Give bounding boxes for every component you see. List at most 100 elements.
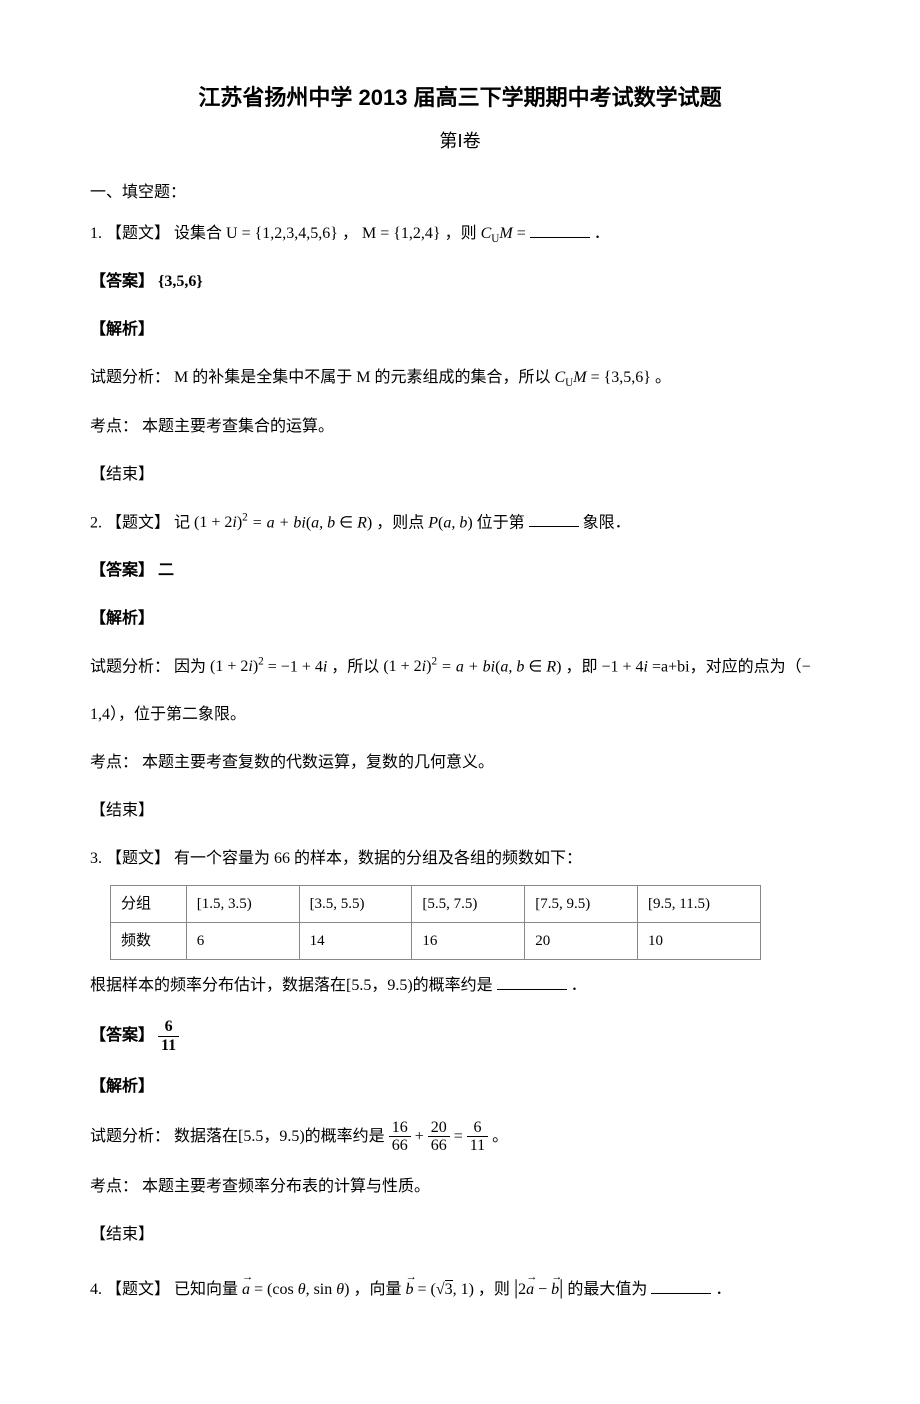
sub-period: 。 <box>655 369 671 386</box>
q1-eq: = <box>517 225 530 242</box>
q2-a4: =a+bi，对应的点为（− <box>652 658 811 675</box>
table-cell: [7.5, 9.5) <box>525 886 638 923</box>
analysis-label: 【解析】 <box>90 610 154 627</box>
q4-blank <box>651 1278 711 1294</box>
q4-text-mid: ，则 <box>478 1281 514 1298</box>
table-header-row: 分组 [1.5, 3.5) [3.5, 5.5) [5.5, 7.5) [7.5… <box>111 886 761 923</box>
q3-num: 3. <box>90 850 102 867</box>
q3-frac3: 6 11 <box>467 1119 488 1155</box>
q1-text: 设集合 <box>174 225 226 242</box>
q4-b-open: = ( <box>417 1281 435 1298</box>
q1-end: 【结束】 <box>90 459 830 491</box>
analysis-label: 【解析】 <box>90 321 154 338</box>
q4-question: 4. 【题文】 已知向量 a = (cos θ, sin θ) ，向量 b = … <box>90 1267 830 1309</box>
q4-two: 2 <box>518 1281 526 1298</box>
q2-a2: ，所以 <box>331 658 379 675</box>
section-heading: 一、填空题： <box>90 180 830 206</box>
q1-question: 1. 【题文】 设集合 U = {1,2,3,4,5,6} ， M = {1,2… <box>90 218 830 251</box>
q3-end: 【结束】 <box>90 1219 830 1251</box>
kaodian-label: 考点： <box>90 754 138 771</box>
shiti-label: 试题分析： <box>90 658 170 675</box>
q1-after: ，则 <box>445 225 481 242</box>
kaodian-label: 考点： <box>90 418 138 435</box>
q2-answer: 【答案】 二 <box>90 555 830 587</box>
q3-eq: = <box>454 1127 467 1144</box>
q4-text-after: 的最大值为 <box>567 1281 647 1298</box>
answer-label: 【答案】 <box>90 1027 154 1044</box>
table-cell: [5.5, 7.5) <box>412 886 525 923</box>
table-cell: 频数 <box>111 923 187 960</box>
table-row: 频数 6 14 16 20 10 <box>111 923 761 960</box>
shiti-label: 试题分析： <box>90 1127 170 1144</box>
sub-period: 。 <box>492 1127 508 1144</box>
q1-cum: CUM <box>481 225 513 242</box>
question-label: 【题文】 <box>106 1281 170 1298</box>
table-cell: [3.5, 5.5) <box>299 886 412 923</box>
q1-analysis: 试题分析： M 的补集是全集中不属于 M 的元素组成的集合，所以 CUM = {… <box>90 362 830 395</box>
q4-minus: − <box>534 1281 551 1298</box>
q1-kaodian: 考点： 本题主要考查集合的运算。 <box>90 411 830 443</box>
q2-a1: 因为 <box>174 658 206 675</box>
table-cell: 10 <box>638 923 761 960</box>
q1-comma: ， <box>342 225 358 242</box>
table-cell: [1.5, 3.5) <box>186 886 299 923</box>
q1-m-expr: M = {1,2,4} <box>362 225 441 242</box>
q3-question-2: 根据样本的频率分布估计，数据落在[5.5，9.5)的概率约是 ． <box>90 970 830 1002</box>
q2-analysis-label: 【解析】 <box>90 603 830 635</box>
q3-table: 分组 [1.5, 3.5) [3.5, 5.5) [5.5, 7.5) [7.5… <box>110 885 761 960</box>
end-label: 【结束】 <box>90 802 154 819</box>
q3-kaodian: 考点： 本题主要考查频率分布表的计算与性质。 <box>90 1171 830 1203</box>
q2-a5: 1,4），位于第二象限。 <box>90 706 246 723</box>
q1-answer-val: {3,5,6} <box>158 273 203 290</box>
q3-answer: 【答案】 6 11 <box>90 1018 830 1054</box>
q3-frac1: 16 66 <box>389 1119 411 1155</box>
q2-expr4: −1 + 4i <box>601 658 648 675</box>
q4-b-close: , 1) <box>453 1281 474 1298</box>
q3-text: 有一个容量为 66 的样本，数据的分组及各组的频数如下： <box>174 850 582 867</box>
question-label: 【题文】 <box>106 850 170 867</box>
q2-expr3: (1 + 2i)2 <box>383 658 437 675</box>
table-cell: 6 <box>186 923 299 960</box>
kaodian-label: 考点： <box>90 1178 138 1195</box>
analysis-label: 【解析】 <box>90 1078 154 1095</box>
q3-plus: + <box>415 1127 428 1144</box>
q1-blank <box>530 222 590 238</box>
answer-label: 【答案】 <box>90 273 154 290</box>
end-label: 【结束】 <box>90 1226 154 1243</box>
q4-vec-a2: a <box>526 1274 534 1306</box>
q3-period: ． <box>571 977 587 994</box>
q4-comma: ，向量 <box>353 1281 405 1298</box>
q2-expr1: (1 + 2i)2 <box>194 514 248 531</box>
table-cell: 14 <box>299 923 412 960</box>
q2-p: P(a, b) <box>428 514 472 531</box>
answer-label: 【答案】 <box>90 562 154 579</box>
q4-vec-b2: b <box>551 1274 559 1306</box>
q2-text-after: 位于第 <box>477 514 525 531</box>
q2-answer-val: 二 <box>158 562 174 579</box>
q2-text-mid: ，则点 <box>376 514 428 531</box>
end-label: 【结束】 <box>90 466 154 483</box>
q2-blank <box>529 511 579 527</box>
q2-analysis-2: 1,4），位于第二象限。 <box>90 699 830 731</box>
q4-text-before: 已知向量 <box>174 1281 242 1298</box>
q3-analysis: 试题分析： 数据落在[5.5，9.5)的概率约是 16 66 + 20 66 =… <box>90 1119 830 1155</box>
q3-text2: 根据样本的频率分布估计，数据落在[5.5，9.5)的概率约是 <box>90 977 493 994</box>
q2-expr2r: = −1 + 4i <box>268 658 328 675</box>
table-cell: 分组 <box>111 886 187 923</box>
q3-blank <box>497 974 567 990</box>
q2-expr2: (1 + 2i)2 <box>210 658 264 675</box>
q2-text-end: 象限． <box>583 514 631 531</box>
question-label: 【题文】 <box>106 514 170 531</box>
q4-a-expr: = (cos θ, sin θ) <box>254 1281 349 1298</box>
q3-answer-frac: 6 11 <box>158 1018 179 1054</box>
page-title: 江苏省扬州中学 2013 届高三下学期期中考试数学试题 <box>90 80 830 115</box>
table-cell: 16 <box>412 923 525 960</box>
q1-period: ． <box>594 225 610 242</box>
q4-vec-a: a <box>242 1274 250 1306</box>
q1-analysis-result: = {3,5,6} <box>591 369 651 386</box>
q4-vec-b: b <box>405 1274 413 1306</box>
q4-sqrt: √3 <box>436 1280 453 1298</box>
q1-analysis-label: 【解析】 <box>90 314 830 346</box>
table-cell: 20 <box>525 923 638 960</box>
q2-eq: = a + bi(a, b ∈ R) <box>252 514 372 531</box>
